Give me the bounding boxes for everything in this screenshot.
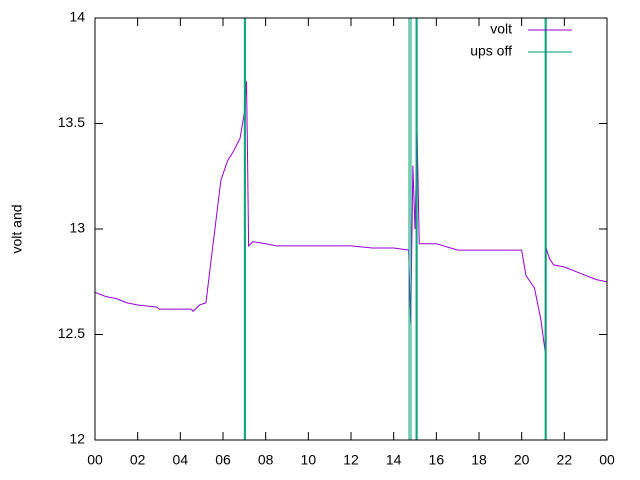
x-tick-label: 16 (429, 452, 445, 468)
y-tick-label: 12 (69, 431, 85, 447)
y-tick-label: 13.5 (58, 114, 85, 130)
x-tick-label: 06 (215, 452, 231, 468)
x-tick-label: 18 (471, 452, 487, 468)
x-tick-label: 22 (557, 452, 573, 468)
x-tick-label: 20 (514, 452, 530, 468)
y-tick-label: 14 (69, 9, 85, 25)
y-axis-label: volt and (9, 204, 25, 253)
y-tick-label: 13 (69, 220, 85, 236)
x-tick-label: 04 (173, 452, 189, 468)
x-tick-label: 08 (258, 452, 274, 468)
plot-border (94, 17, 608, 441)
x-tick-label: 14 (386, 452, 402, 468)
x-tick-label: 00 (599, 452, 615, 468)
y-tick-label: 12.5 (58, 325, 85, 341)
plot-area (95, 18, 607, 440)
x-tick-label: 02 (130, 452, 146, 468)
data-line (95, 81, 607, 352)
x-tick-label: 12 (343, 452, 359, 468)
x-tick-label: 00 (87, 452, 103, 468)
legend-label: ups off (470, 43, 512, 59)
legend-label: volt (490, 21, 512, 37)
x-tick-label: 10 (301, 452, 317, 468)
